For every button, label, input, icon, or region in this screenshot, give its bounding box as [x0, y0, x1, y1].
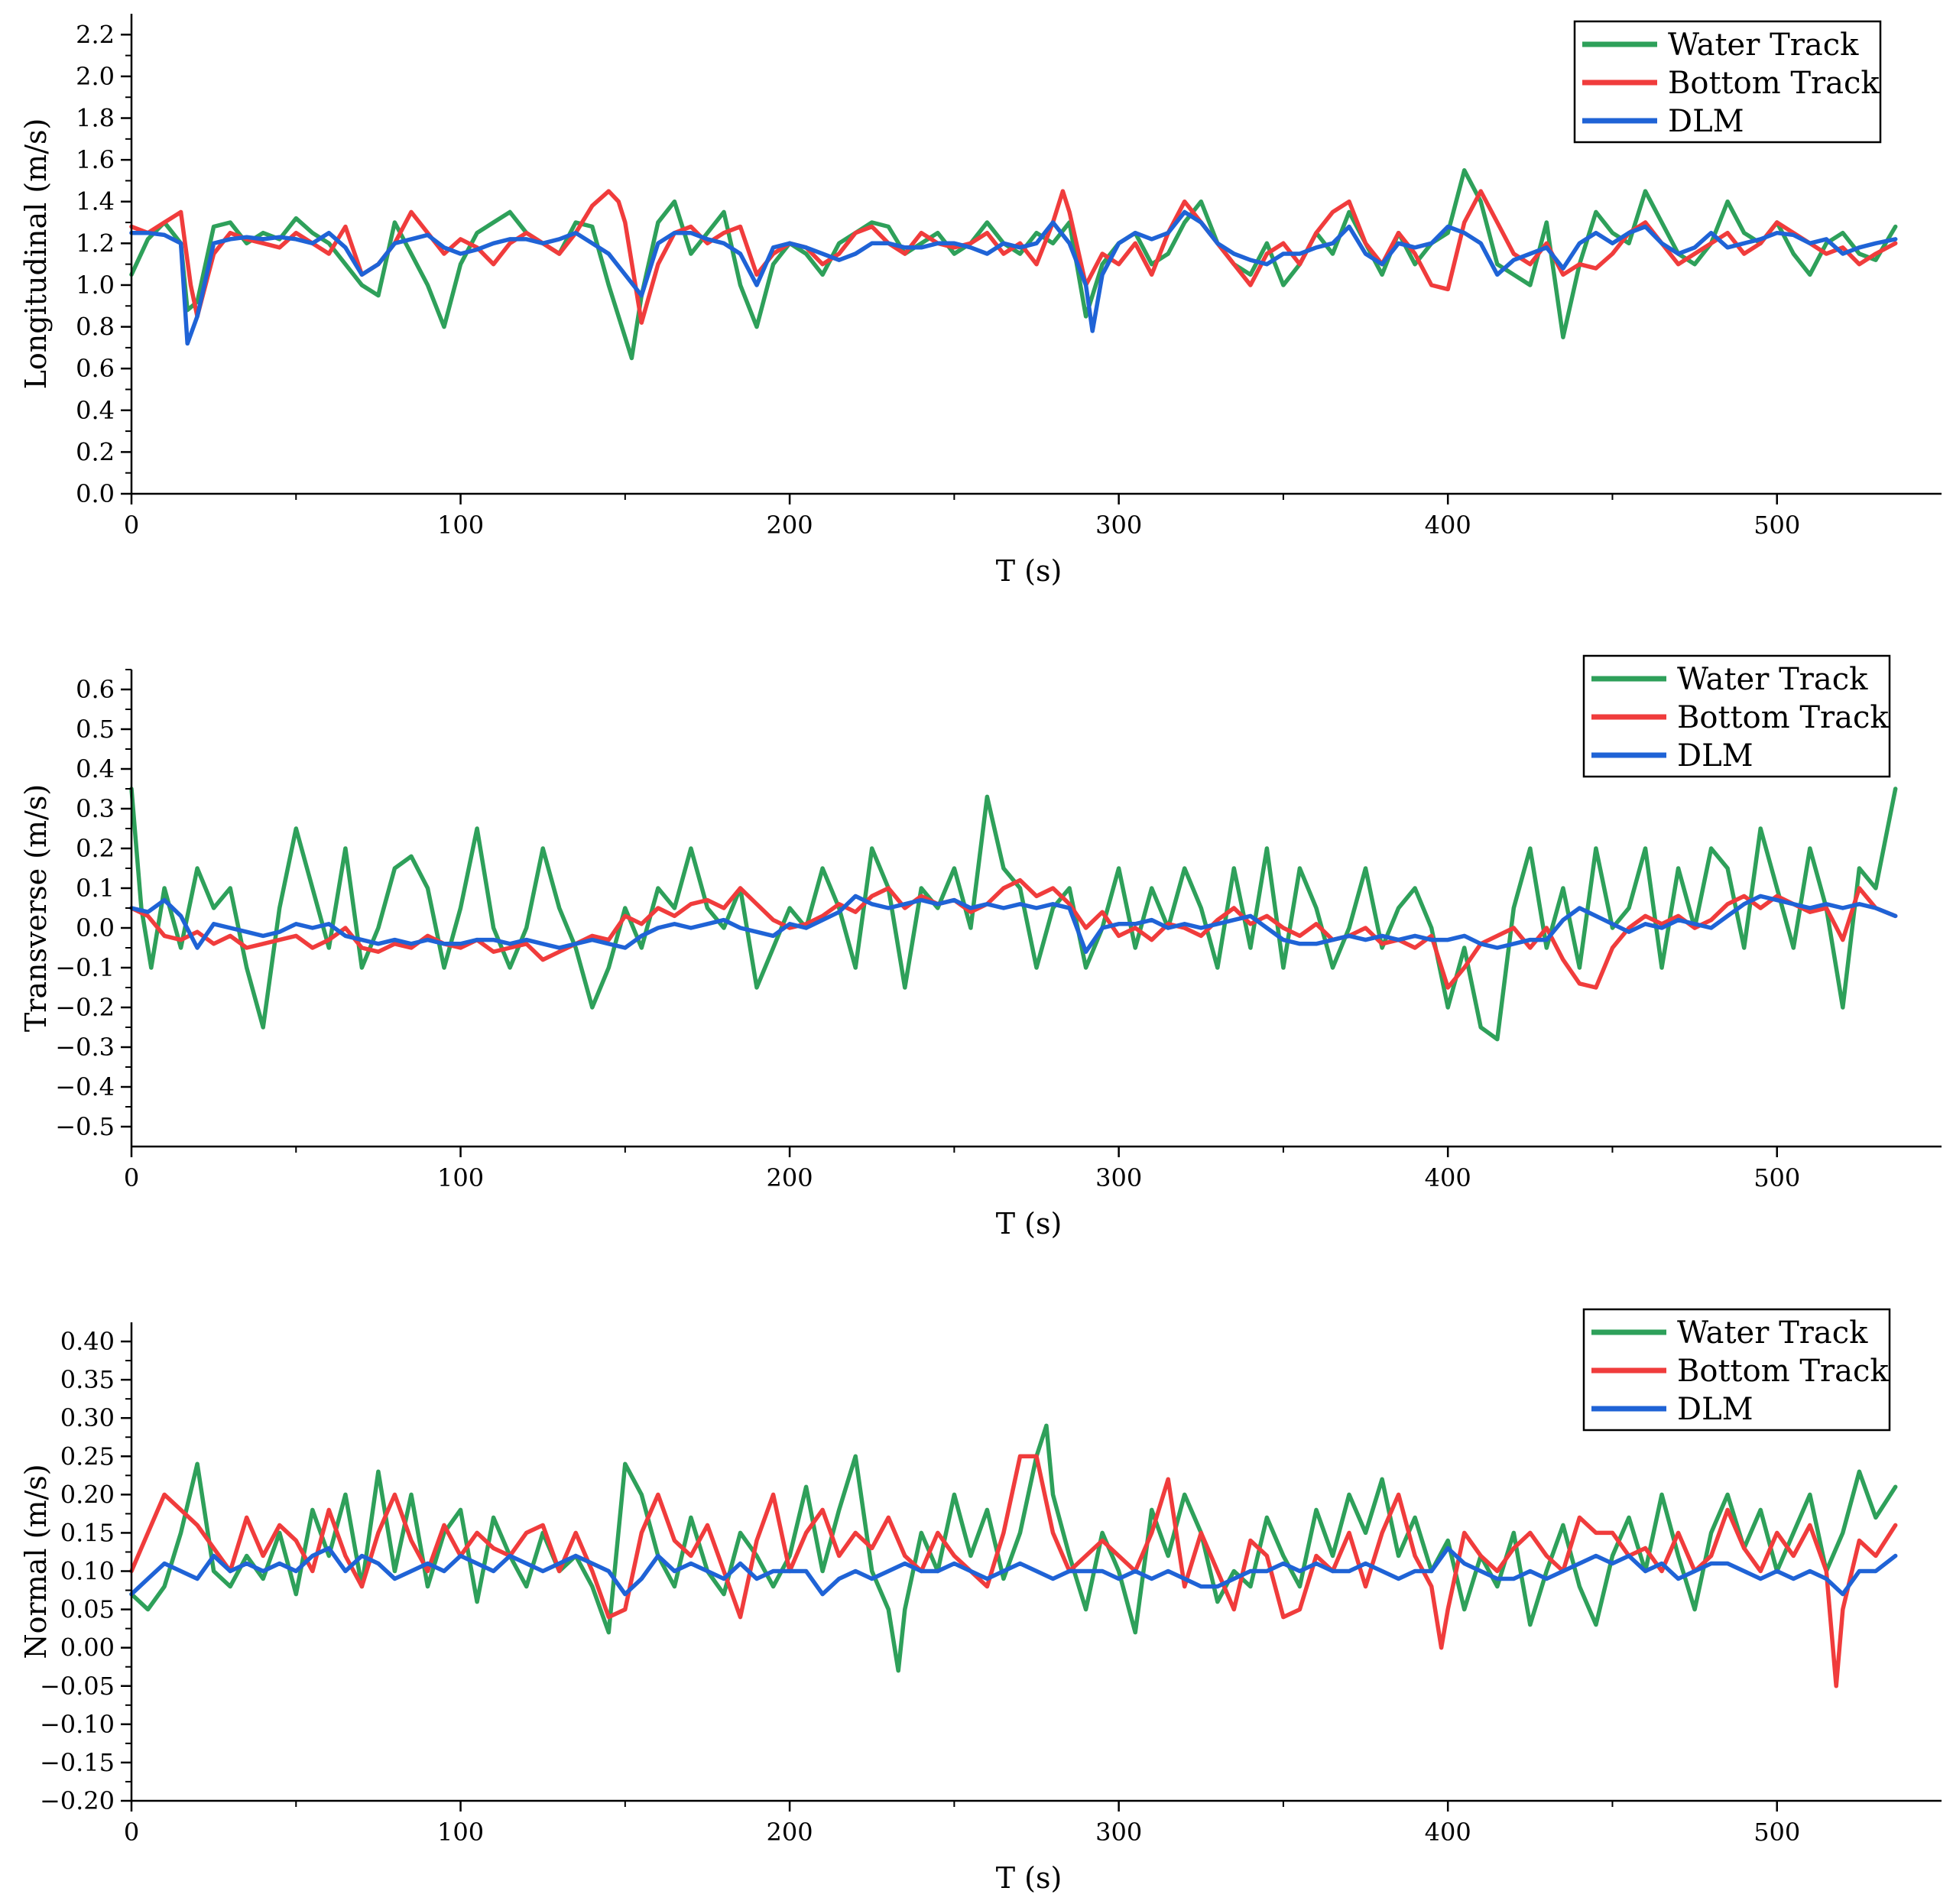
x-tick-label: 400 [1425, 511, 1471, 540]
transverse-panel: 0 100 200 300 400 500 −0.5 −0.4 −0.3 −0.2 −0.1 0.0 0… [19, 654, 1942, 1241]
series-line-water-track [129, 1423, 1898, 1673]
y-tick-label: 0.5 [76, 715, 115, 744]
y-tick-label: 1.8 [76, 104, 115, 133]
y-tick-label: 1.4 [76, 187, 115, 216]
series-line-dlm [129, 1546, 1898, 1597]
legend-label-dlm: DLM [1677, 738, 1753, 774]
legend-label-water-track: Water Track [1677, 662, 1868, 697]
legend-label-bottom-track: Bottom Track [1668, 66, 1880, 101]
y-tick-label: 0.25 [60, 1442, 115, 1471]
y-tick-label: −0.20 [40, 1786, 115, 1815]
y-tick-label: 0.6 [76, 354, 115, 383]
legend-label-water-track: Water Track [1668, 28, 1859, 63]
y-tick-label: 0.05 [60, 1595, 115, 1624]
x-tick-label: 400 [1425, 1163, 1471, 1192]
y-tick-label: 0.0 [76, 479, 115, 508]
y-tick-label: 0.2 [76, 437, 115, 466]
y-tick-label: 0.1 [76, 874, 115, 903]
x-tick-label: 400 [1425, 1818, 1471, 1847]
legend-label-bottom-track: Bottom Track [1677, 1354, 1889, 1389]
y-tick-label: 0.30 [60, 1403, 115, 1432]
legend-label-water-track: Water Track [1677, 1315, 1868, 1351]
x-tick-label: 200 [767, 1163, 813, 1192]
y-tick-label: −0.3 [55, 1033, 115, 1062]
series-line-water-track [129, 168, 1898, 361]
x-tick-label: 500 [1753, 511, 1800, 540]
y-tick-label: 0.10 [60, 1557, 115, 1586]
legend-label-dlm: DLM [1668, 104, 1744, 139]
series-line-bottom-track [129, 877, 1898, 990]
legend-label-bottom-track: Bottom Track [1677, 700, 1889, 735]
y-tick-label: 2.2 [76, 20, 115, 49]
longitudinal-panel: 0 100 200 300 400 500 0.0 0.2 0.4 0.6 0.8 1.0 1.2 1.4… [19, 14, 1942, 588]
y-tick-label: 0.4 [76, 754, 115, 783]
series-line-water-track [129, 787, 1898, 1042]
y-tick-label: 0.3 [76, 794, 115, 823]
y-tick-label: 0.2 [76, 834, 115, 863]
x-tick-label: 300 [1095, 511, 1142, 540]
y-tick-label: 1.6 [76, 145, 115, 174]
y-tick-label: 0.0 [76, 913, 115, 942]
y-tick-label: −0.05 [40, 1672, 115, 1701]
y-tick-label: 0.6 [76, 675, 115, 704]
y-tick-label: 1.0 [76, 271, 115, 300]
y-tick-label: 1.2 [76, 229, 115, 258]
y-axis-title: Transverse (m/s) [19, 784, 53, 1032]
x-tick-label: 0 [124, 1163, 139, 1192]
legend-label-dlm: DLM [1677, 1392, 1753, 1427]
x-tick-label: 100 [437, 1818, 484, 1847]
y-tick-label: 0.40 [60, 1327, 115, 1356]
series-line-dlm [129, 894, 1898, 954]
x-tick-label: 200 [767, 511, 813, 540]
series-line-bottom-track [129, 189, 1898, 325]
y-tick-label: 0.00 [60, 1633, 115, 1662]
x-tick-label: 100 [437, 511, 484, 540]
y-tick-label: −0.5 [55, 1112, 115, 1141]
y-tick-label: 0.8 [76, 313, 115, 342]
series-line-dlm [129, 209, 1898, 346]
y-tick-label: −0.15 [40, 1748, 115, 1777]
x-axis-title: T (s) [996, 1207, 1062, 1241]
y-tick-label: −0.2 [55, 993, 115, 1022]
x-tick-label: 500 [1753, 1163, 1800, 1192]
x-tick-label: 300 [1095, 1818, 1142, 1847]
y-tick-label: −0.4 [55, 1072, 115, 1101]
y-axis-title: Normal (m/s) [19, 1464, 53, 1659]
x-tick-label: 200 [767, 1818, 813, 1847]
x-tick-label: 500 [1753, 1818, 1800, 1847]
normal-panel: 0 100 200 300 400 500 −0.20 −0.15 −0.10 −0.05 0.00… [19, 1308, 1942, 1895]
y-tick-label: −0.1 [55, 953, 115, 982]
x-axis-title: T (s) [996, 554, 1062, 588]
x-tick-label: 0 [124, 511, 139, 540]
y-tick-label: 0.15 [60, 1518, 115, 1547]
y-tick-label: −0.10 [40, 1710, 115, 1739]
x-tick-label: 100 [437, 1163, 484, 1192]
x-axis-title: T (s) [996, 1861, 1062, 1895]
y-tick-label: 0.35 [60, 1365, 115, 1394]
y-tick-label: 2.0 [76, 62, 115, 91]
x-tick-label: 0 [124, 1818, 139, 1847]
y-tick-label: 0.20 [60, 1480, 115, 1509]
y-axis-title: Longitudinal (m/s) [19, 118, 53, 390]
y-tick-label: 0.4 [76, 396, 115, 425]
x-tick-label: 300 [1095, 1163, 1142, 1192]
